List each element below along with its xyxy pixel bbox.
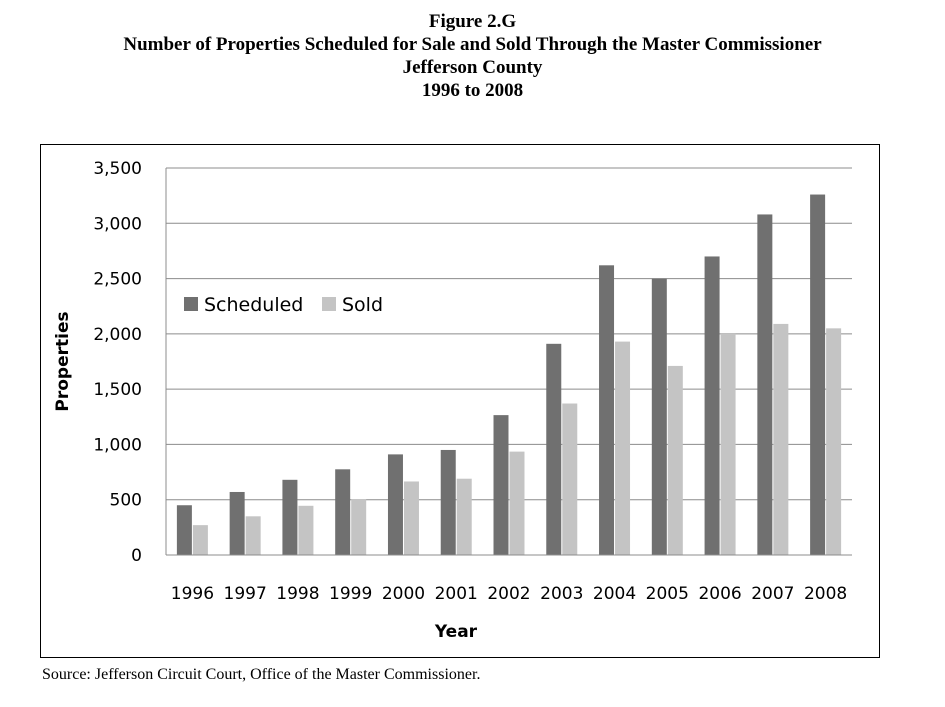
y-tick-label: 2,000 [93, 325, 142, 345]
bar-scheduled-2003 [546, 343, 562, 555]
bar-scheduled-1997 [229, 491, 245, 555]
y-tick-label: 3,500 [93, 159, 142, 179]
bar-scheduled-1999 [335, 469, 351, 555]
x-tick-label: 1999 [329, 584, 372, 604]
legend-label-sold: Sold [342, 294, 383, 316]
x-tick-label: 2003 [540, 584, 583, 604]
gridlines [166, 167, 852, 501]
x-tick-label: 2008 [804, 584, 847, 604]
legend-swatch-scheduled [184, 297, 198, 311]
legend-label-scheduled: Scheduled [204, 294, 303, 316]
bar-sold-1998 [298, 505, 314, 555]
bars [176, 194, 842, 555]
y-tick-label: 2,500 [93, 270, 142, 290]
x-tick-label: 2002 [487, 584, 530, 604]
bar-sold-2002 [509, 451, 525, 555]
x-tick-label: 1997 [224, 584, 267, 604]
bar-scheduled-2007 [757, 214, 773, 555]
bar-scheduled-2002 [493, 415, 509, 555]
bar-scheduled-1996 [176, 505, 192, 555]
y-tick-label: 500 [110, 491, 142, 511]
bar-scheduled-1998 [282, 479, 298, 555]
bar-sold-2003 [562, 403, 578, 555]
bar-scheduled-2000 [387, 454, 403, 555]
y-tick-label: 1,500 [93, 380, 142, 400]
y-tick-label: 0 [131, 546, 142, 566]
y-axis-title: Properties [53, 311, 73, 411]
bar-sold-1999 [351, 499, 367, 555]
figure-subheading-years: 1996 to 2008 [421, 80, 524, 101]
source-note: Source: Jefferson Circuit Court, Office … [42, 666, 481, 683]
bar-sold-1997 [245, 516, 261, 555]
figure-title: Figure 2.G Number of Properties Schedule… [0, 10, 945, 102]
bar-sold-2007 [773, 323, 789, 555]
x-tick-label: 2001 [435, 584, 478, 604]
bar-scheduled-2006 [704, 256, 720, 555]
figure-heading: Number of Properties Scheduled for Sale … [123, 34, 822, 55]
figure-subheading-county: Jefferson County [402, 57, 543, 78]
legend: Scheduled Sold [184, 294, 383, 316]
x-tick-label: 1998 [276, 584, 319, 604]
legend-swatch-sold [322, 297, 336, 311]
x-axis-title: Year [434, 622, 478, 642]
bar-sold-2006 [720, 333, 736, 555]
bar-scheduled-2001 [440, 449, 456, 555]
x-tick-label: 2004 [593, 584, 636, 604]
figure-number: Figure 2.G [428, 11, 517, 32]
x-tick-label: 1996 [171, 584, 214, 604]
x-tick-label: 2007 [751, 584, 794, 604]
chart-frame [40, 144, 880, 658]
x-tick-label: 2000 [382, 584, 425, 604]
bar-sold-2004 [615, 341, 631, 555]
x-tick-label: 2005 [646, 584, 689, 604]
x-tick-label: 2006 [698, 584, 741, 604]
bar-sold-2005 [667, 365, 683, 555]
bar-scheduled-2005 [651, 278, 667, 555]
bar-sold-2008 [826, 328, 842, 555]
bar-sold-2000 [403, 481, 419, 555]
bar-scheduled-2008 [810, 194, 826, 555]
bar-sold-2001 [456, 478, 472, 555]
axes: 0 500 1,000 1,500 2,000 2,500 3,000 3,500 1996 19… [53, 159, 852, 642]
y-tick-label: 3,000 [93, 214, 142, 234]
y-tick-label: 1,000 [93, 435, 142, 455]
bar-sold-1996 [192, 525, 208, 555]
bar-scheduled-2004 [599, 265, 615, 555]
